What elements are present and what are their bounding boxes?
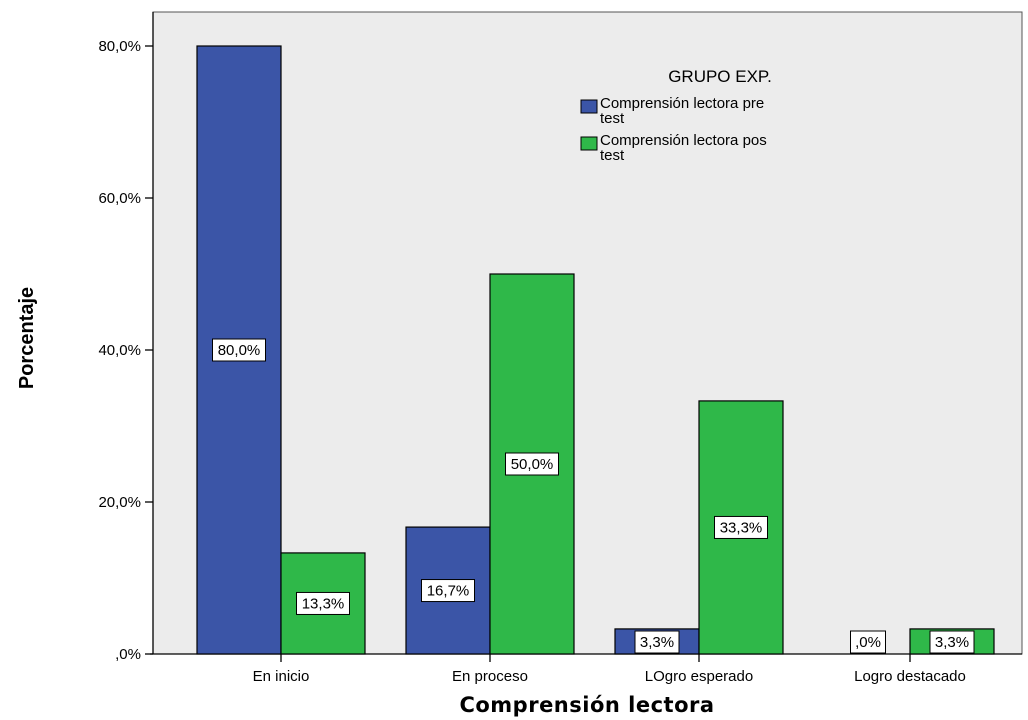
data-label: 13,3% [302, 595, 345, 612]
data-label-box [850, 630, 886, 654]
y-tick-label: 60,0% [98, 190, 141, 207]
legend-swatch [580, 99, 598, 114]
data-label-box [296, 591, 350, 615]
x-tick-label: Logro destacado [854, 668, 966, 685]
data-label-box [505, 452, 559, 476]
data-label: 33,3% [720, 519, 763, 536]
legend-swatch [580, 136, 598, 151]
y-tick-label: ,0% [115, 646, 141, 663]
legend: GRUPO EXP. Comprensión lectora pretestCo… [580, 67, 772, 164]
data-label-box [714, 515, 768, 539]
legend-entry-label: test [600, 147, 625, 164]
data-label-box [929, 630, 975, 654]
data-label: 80,0% [218, 342, 261, 359]
legend-title: GRUPO EXP. [668, 67, 772, 86]
x-tick-label: LOgro esperado [645, 668, 753, 685]
y-tick-label: 80,0% [98, 38, 141, 55]
data-label: 3,3% [935, 634, 969, 651]
x-tick-label: En proceso [452, 668, 528, 685]
data-label: 3,3% [640, 634, 674, 651]
legend-entry-label: Comprensión lectora pre [600, 95, 764, 112]
data-label: 50,0% [511, 456, 554, 473]
y-axis-title: Porcentaje [16, 287, 38, 389]
data-label-box [421, 579, 475, 603]
x-axis: En inicio En proceso LOgro esperado Logro d… [253, 654, 966, 685]
y-tick-label: 20,0% [98, 494, 141, 511]
data-label-box [634, 630, 680, 654]
plot-area [152, 11, 1023, 655]
y-tick-label: 40,0% [98, 342, 141, 359]
data-label: ,0% [855, 634, 881, 651]
data-labels: 80,0% 13,3% 16,7% 50,0% 3,3% 33,3% ,0% 3,3% [212, 338, 975, 654]
legend-entry-label: test [600, 110, 625, 127]
data-label-box [212, 338, 266, 362]
legend-entry-label: Comprensión lectora pos [600, 132, 767, 149]
x-tick-label: En inicio [253, 668, 310, 685]
data-label: 16,7% [427, 583, 470, 600]
x-axis-title: Comprensión lectora [459, 693, 714, 717]
